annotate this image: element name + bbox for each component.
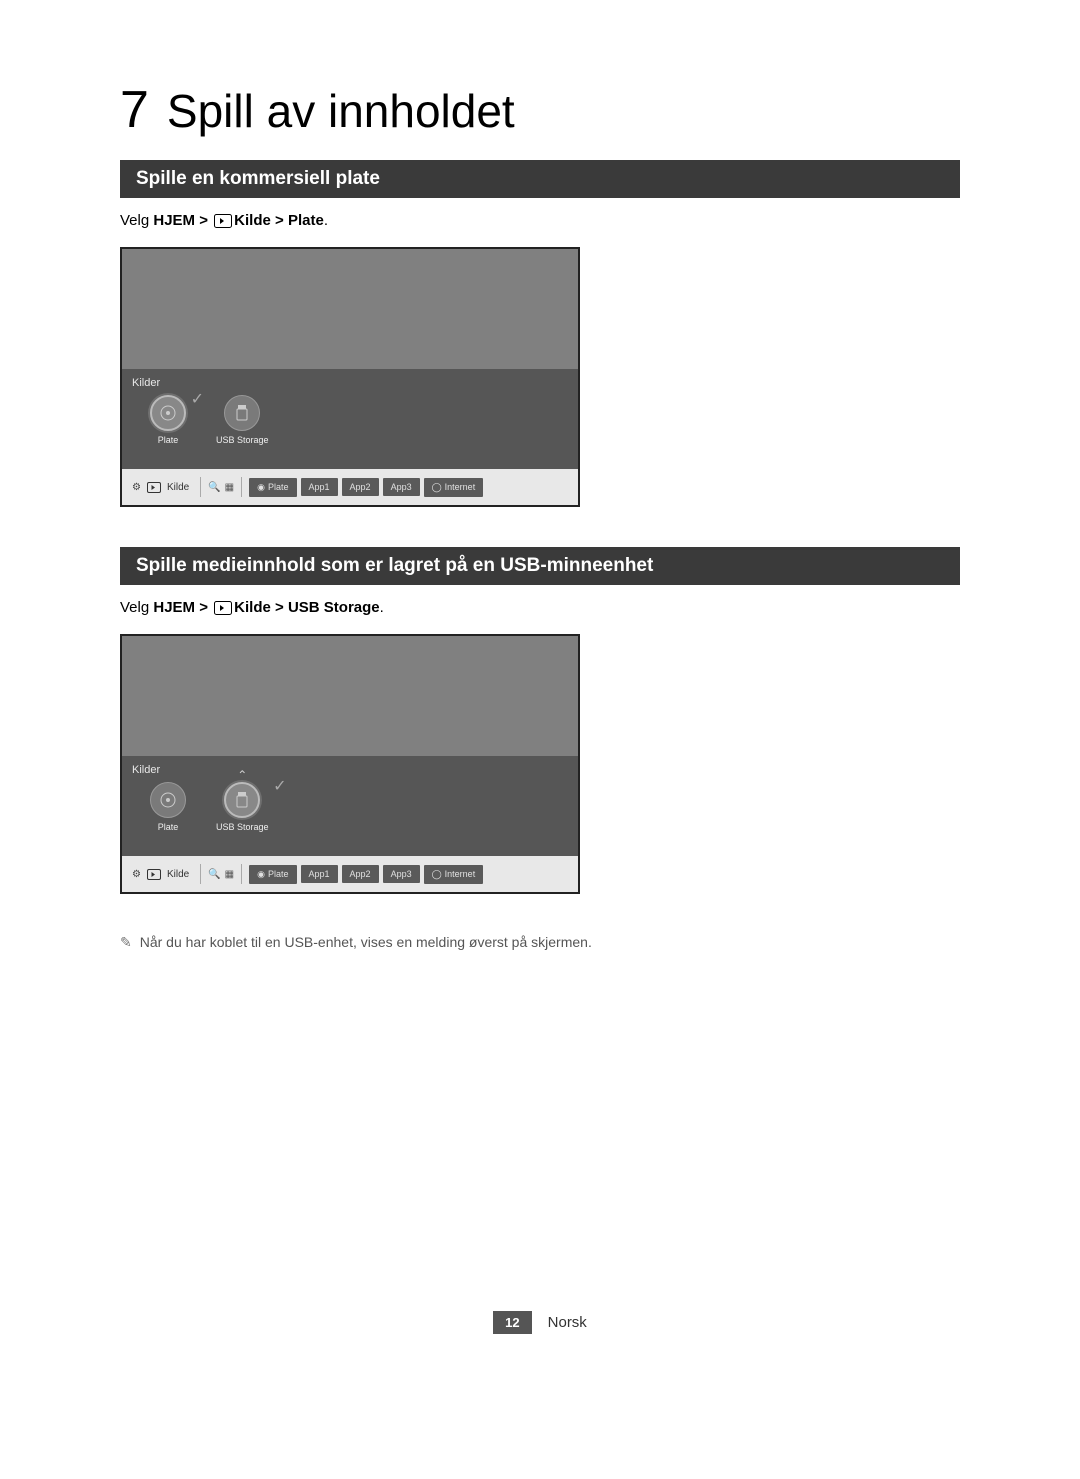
path-sep: > [195,212,212,229]
disc-icon [150,782,186,818]
strip-kilde-label: Kilde [167,869,189,880]
strip-plate-label: Plate [268,869,289,879]
source-icon [214,214,232,228]
search-icon[interactable]: 🔍 [208,869,220,880]
check-icon: ✓ [273,776,286,796]
disc-small-icon: ◉ [257,482,265,493]
divider [200,477,201,497]
strip-btn-app3[interactable]: App3 [383,865,420,883]
gear-icon[interactable]: ⚙ [132,482,141,493]
path-hjem: HJEM [153,599,195,616]
strip-btn-plate[interactable]: ◉Plate [249,865,296,884]
source-item-usb[interactable]: USB Storage [216,395,269,445]
source-label-plate: Plate [150,435,186,445]
strip-btn-app1[interactable]: App1 [301,478,338,496]
path-usb: USB Storage [288,599,380,616]
path-plate: Plate [288,212,324,229]
chevron-up-icon: ⌃ [237,768,247,782]
disc-small-icon: ◉ [257,869,265,880]
path-kilde: Kilde [234,599,271,616]
divider [241,477,242,497]
strip-left: ⚙ Kilde [128,869,193,880]
globe-icon: ◯ [432,482,442,493]
page-footer: 12 Norsk [120,1311,960,1334]
path-prefix: Velg [120,212,153,229]
globe-icon: ◯ [432,869,442,880]
bottom-strip: ⚙ Kilde 🔍 ▦ ◉Plate App1 App2 App3 ◯Inter… [122,469,578,505]
strip-left: ⚙ Kilde [128,482,193,493]
sources-row: ✓ Plate USB Storage [132,395,568,445]
sources-label: Kilder [132,377,568,389]
source-icon[interactable] [147,869,161,880]
source-item-plate[interactable]: ✓ Plate [150,395,186,445]
strip-btn-internet[interactable]: ◯Internet [424,478,484,497]
apps-icon[interactable]: ▦ [225,482,234,493]
sources-panel: Kilder ✓ Plate USB Storage [122,369,578,469]
sources-panel: Kilder Plate ⌃ ✓ USB Storage [122,756,578,856]
chapter-title-text: Spill av innholdet [167,85,515,137]
screen-mock-usb: Kilder Plate ⌃ ✓ USB Storage ⚙ Kilde [120,634,580,894]
path-sep: > [195,599,212,616]
strip-btn-app1[interactable]: App1 [301,865,338,883]
path-hjem: HJEM [153,212,195,229]
note-text: Når du har koblet til en USB-enhet, vise… [140,934,592,951]
nav-path-2: Velg HJEM > Kilde > USB Storage. [120,599,960,616]
source-item-usb[interactable]: ⌃ ✓ USB Storage [216,782,269,832]
source-icon [214,601,232,615]
path-suffix: . [380,599,384,616]
chapter-title: 7 Spill av innholdet [120,80,960,140]
divider [200,864,201,884]
screen-mock-plate: Kilder ✓ Plate USB Storage ⚙ Kilde � [120,247,580,507]
section-heading-2: Spille medieinnhold som er lagret på en … [120,547,960,585]
source-label-usb: USB Storage [216,822,269,832]
strip-btn-app2[interactable]: App2 [342,865,379,883]
nav-path-1: Velg HJEM > Kilde > Plate. [120,212,960,229]
path-sep2: > [271,599,288,616]
divider [241,864,242,884]
strip-internet-label: Internet [445,482,476,492]
source-icon[interactable] [147,482,161,493]
path-prefix: Velg [120,599,153,616]
source-item-plate[interactable]: Plate [150,782,186,832]
strip-internet-label: Internet [445,869,476,879]
usb-icon [224,782,260,818]
apps-icon[interactable]: ▦ [225,869,234,880]
path-suffix: . [324,212,328,229]
strip-btn-app2[interactable]: App2 [342,478,379,496]
check-icon: ✓ [191,389,204,409]
disc-icon [150,395,186,431]
strip-plate-label: Plate [268,482,289,492]
search-icon[interactable]: 🔍 [208,482,220,493]
strip-btn-plate[interactable]: ◉Plate [249,478,296,497]
section-heading-1: Spille en kommersiell plate [120,160,960,198]
note-icon: ✎ [120,934,132,951]
sources-row: Plate ⌃ ✓ USB Storage [132,782,568,832]
bottom-strip: ⚙ Kilde 🔍 ▦ ◉Plate App1 App2 App3 ◯Inter… [122,856,578,892]
chapter-number: 7 [120,81,149,139]
strip-btn-internet[interactable]: ◯Internet [424,865,484,884]
source-label-usb: USB Storage [216,435,269,445]
source-label-plate: Plate [150,822,186,832]
note-line: ✎ Når du har koblet til en USB-enhet, vi… [120,934,960,951]
strip-btn-app3[interactable]: App3 [383,478,420,496]
page-lang: Norsk [548,1314,587,1331]
page-number: 12 [493,1311,531,1334]
sources-label: Kilder [132,764,568,776]
usb-icon [224,395,260,431]
path-kilde: Kilde [234,212,271,229]
path-sep2: > [271,212,288,229]
gear-icon[interactable]: ⚙ [132,869,141,880]
strip-kilde-label: Kilde [167,482,189,493]
